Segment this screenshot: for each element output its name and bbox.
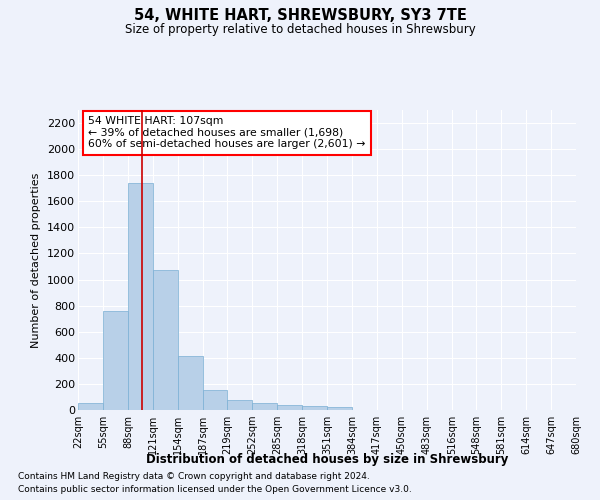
- Text: Size of property relative to detached houses in Shrewsbury: Size of property relative to detached ho…: [125, 22, 475, 36]
- Bar: [103, 311, 128, 410]
- Bar: [227, 400, 251, 410]
- Bar: [128, 183, 152, 410]
- Text: Contains HM Land Registry data © Crown copyright and database right 2024.: Contains HM Land Registry data © Crown c…: [18, 472, 370, 481]
- Bar: [302, 406, 326, 410]
- Text: Distribution of detached houses by size in Shrewsbury: Distribution of detached houses by size …: [146, 452, 508, 466]
- Bar: [253, 404, 277, 410]
- Text: 54 WHITE HART: 107sqm
← 39% of detached houses are smaller (1,698)
60% of semi-d: 54 WHITE HART: 107sqm ← 39% of detached …: [88, 116, 365, 149]
- Bar: [328, 406, 352, 410]
- Bar: [154, 270, 178, 410]
- Y-axis label: Number of detached properties: Number of detached properties: [31, 172, 41, 348]
- Bar: [203, 390, 227, 410]
- Text: Contains public sector information licensed under the Open Government Licence v3: Contains public sector information licen…: [18, 485, 412, 494]
- Bar: [178, 356, 203, 410]
- Text: 54, WHITE HART, SHREWSBURY, SY3 7TE: 54, WHITE HART, SHREWSBURY, SY3 7TE: [134, 8, 466, 22]
- Bar: [277, 405, 302, 410]
- Bar: [79, 403, 103, 410]
